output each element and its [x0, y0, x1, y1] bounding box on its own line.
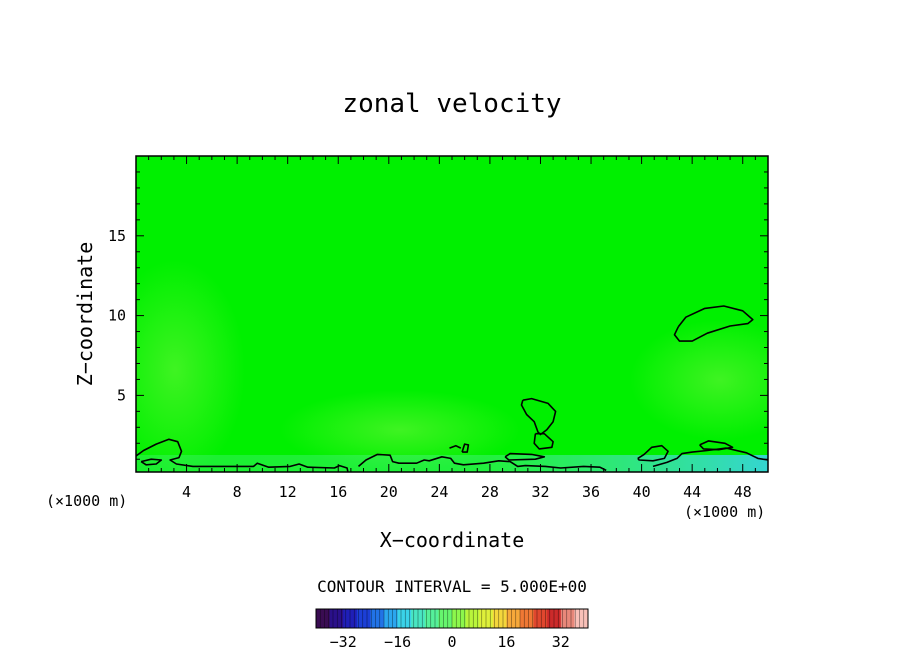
chart-title: zonal velocity [342, 89, 561, 119]
colorbar-swatch [520, 609, 535, 628]
x-tick-label: 12 [279, 483, 297, 501]
colorbar-ticks: −32 −16 0 16 32 [330, 633, 570, 651]
x-tick-label: 8 [233, 483, 242, 501]
contour-left-boundary-line [136, 438, 349, 472]
contour-center-boundary-line [357, 453, 607, 472]
colorbar-swatch [574, 609, 589, 628]
x-tick-label: 36 [582, 483, 600, 501]
colorbar-swatch [384, 609, 399, 628]
colorbar-tick-label: −32 [330, 633, 357, 651]
x-tick-label: 44 [683, 483, 701, 501]
contour-left-small-loop [140, 458, 163, 466]
x-tick-label: 20 [380, 483, 398, 501]
contour-interval-label: CONTOUR INTERVAL = 5.000E+00 [317, 577, 587, 596]
x-tick-label: 28 [481, 483, 499, 501]
x-tick-label: 48 [734, 483, 752, 501]
field-shading [136, 260, 768, 472]
colorbar-tick-label: −16 [384, 633, 411, 651]
contour-right-small-loop [637, 444, 669, 462]
colorbar-swatch [560, 609, 575, 628]
y-tick-label: 10 [108, 307, 126, 325]
contour-mid-cell [520, 397, 557, 436]
x-unit-left: (×1000 m) [46, 492, 127, 510]
colorbar-frame [315, 608, 589, 629]
contour-right-small-bump [699, 440, 734, 451]
colorbar-tick-label: 16 [497, 633, 515, 651]
y-axis-label: Z−coordinate [73, 242, 97, 387]
colorbar-swatch [370, 609, 385, 628]
colorbar-swatch [438, 609, 453, 628]
x-tick-label: 40 [633, 483, 651, 501]
colorbar-swatch [424, 609, 439, 628]
colorbar-tick-label: 32 [552, 633, 570, 651]
contour-right-boundary-line [652, 447, 768, 468]
contour-mid-cell-lower [533, 432, 554, 450]
colorbar-swatch [506, 609, 521, 628]
colorbar-swatch [316, 609, 331, 628]
x-tick-label: 16 [329, 483, 347, 501]
colorbar [315, 608, 589, 629]
x-tick-label: 32 [531, 483, 549, 501]
y-tick-label: 15 [108, 227, 126, 245]
contour-upper-right-cell [673, 305, 754, 342]
x-unit-right: (×1000 m) [684, 503, 765, 521]
contour-tiny-mark-a [449, 444, 462, 449]
y-tick-label: 5 [117, 386, 126, 404]
x-tick-label: 4 [182, 483, 191, 501]
colorbar-swatch [356, 609, 371, 628]
y-ticks: 5 10 15 [108, 171, 768, 460]
contour-tiny-loop-b [461, 443, 470, 453]
x-ticks: 4 8 12 16 20 24 28 32 36 40 44 48 [148, 156, 756, 501]
x-axis-label: X−coordinate [380, 528, 525, 552]
colorbar-swatch [452, 609, 467, 628]
colorbar-swatch [492, 609, 507, 628]
contour-lines [136, 305, 768, 472]
contour-center-small-line [504, 452, 546, 461]
colorbar-tick-label: 0 [447, 633, 456, 651]
x-tick-label: 24 [430, 483, 448, 501]
